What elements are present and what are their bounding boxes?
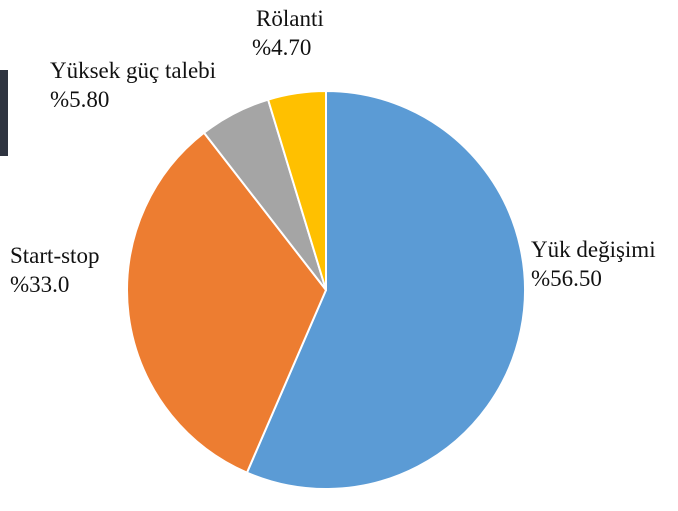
slice-name: Yük değişimi [531, 237, 656, 262]
slice-value: %33.0 [10, 272, 70, 297]
edge-artifact [0, 70, 8, 156]
slice-label-rolanti: Rölanti %4.70 [252, 4, 324, 62]
slice-name: Rölanti [256, 6, 324, 31]
slice-label-yuksek-guc-talebi: Yüksek güç talebi %5.80 [50, 56, 216, 114]
slice-value: %4.70 [252, 35, 312, 60]
slice-name: Start-stop [10, 243, 100, 268]
pie-slice-start-stop [126, 131, 327, 474]
pie-slice-rolanti [267, 90, 327, 291]
slice-value: %56.50 [531, 266, 602, 291]
pie-slice-yuk-degisimi [245, 90, 527, 490]
slice-name: Yüksek güç talebi [50, 58, 217, 83]
slice-label-start-stop: Start-stop %33.0 [10, 241, 99, 299]
slice-label-yuk-degisimi: Yük değişimi %56.50 [531, 235, 656, 293]
slice-value: %5.80 [50, 87, 110, 112]
